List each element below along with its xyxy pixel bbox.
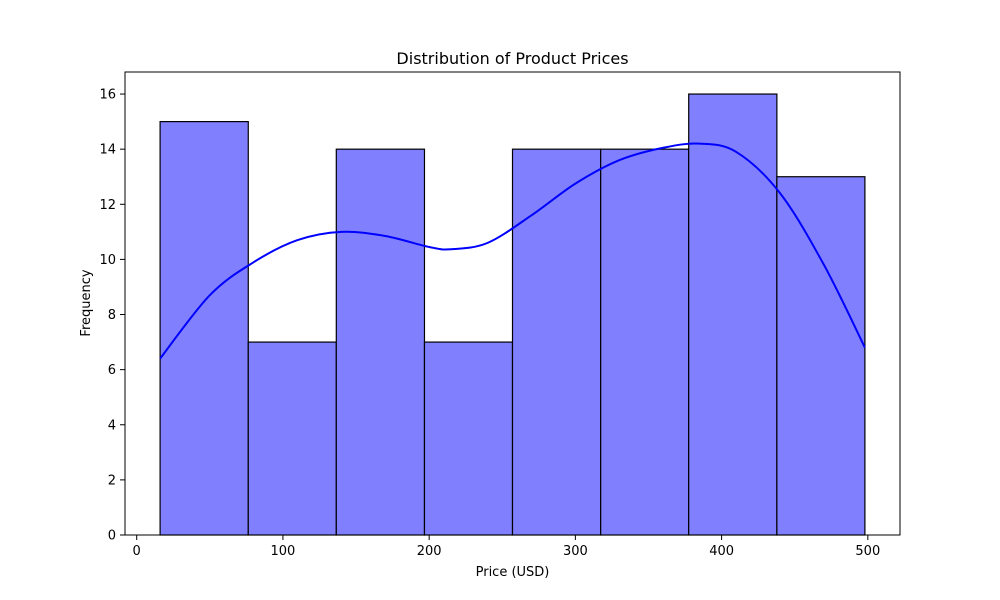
kde-curve — [159, 142, 866, 360]
histogram-bar — [511, 148, 602, 536]
histogram-bar — [776, 176, 866, 536]
y-tick-label: 0 — [108, 529, 116, 544]
x-axis-label: Price (USD) — [476, 565, 550, 580]
x-tick-label: 0 — [133, 544, 141, 559]
histogram-bar — [423, 341, 514, 536]
y-tick-label: 6 — [108, 363, 116, 378]
histogram-bar — [247, 341, 337, 536]
y-tick-label: 8 — [108, 308, 116, 323]
x-tick-label: 200 — [417, 544, 442, 559]
histogram-bar — [688, 93, 778, 536]
histogram-bar — [600, 148, 690, 536]
plot-frame — [124, 71, 901, 536]
x-tick-label: 500 — [855, 544, 880, 559]
y-axis-ticks: 0 2 4 6 8 10 12 14 16 — [99, 88, 125, 544]
histogram-bar — [335, 148, 426, 536]
x-tick-label: 100 — [271, 544, 296, 559]
y-tick-label: 12 — [99, 198, 116, 213]
y-tick-label: 2 — [108, 473, 116, 488]
y-tick-label: 4 — [108, 418, 116, 433]
y-axis-label: Frequency — [79, 269, 94, 336]
x-tick-label: 400 — [709, 544, 734, 559]
y-tick-label: 16 — [99, 88, 116, 103]
y-tick-label: 10 — [99, 253, 116, 268]
chart-title: Distribution of Product Prices — [396, 49, 628, 68]
y-tick-label: 14 — [99, 143, 116, 158]
x-tick-label: 300 — [563, 544, 588, 559]
histogram-bar — [159, 121, 249, 536]
histogram-bars — [159, 93, 866, 536]
x-axis-ticks: 0 100 200 300 400 500 — [133, 535, 880, 559]
